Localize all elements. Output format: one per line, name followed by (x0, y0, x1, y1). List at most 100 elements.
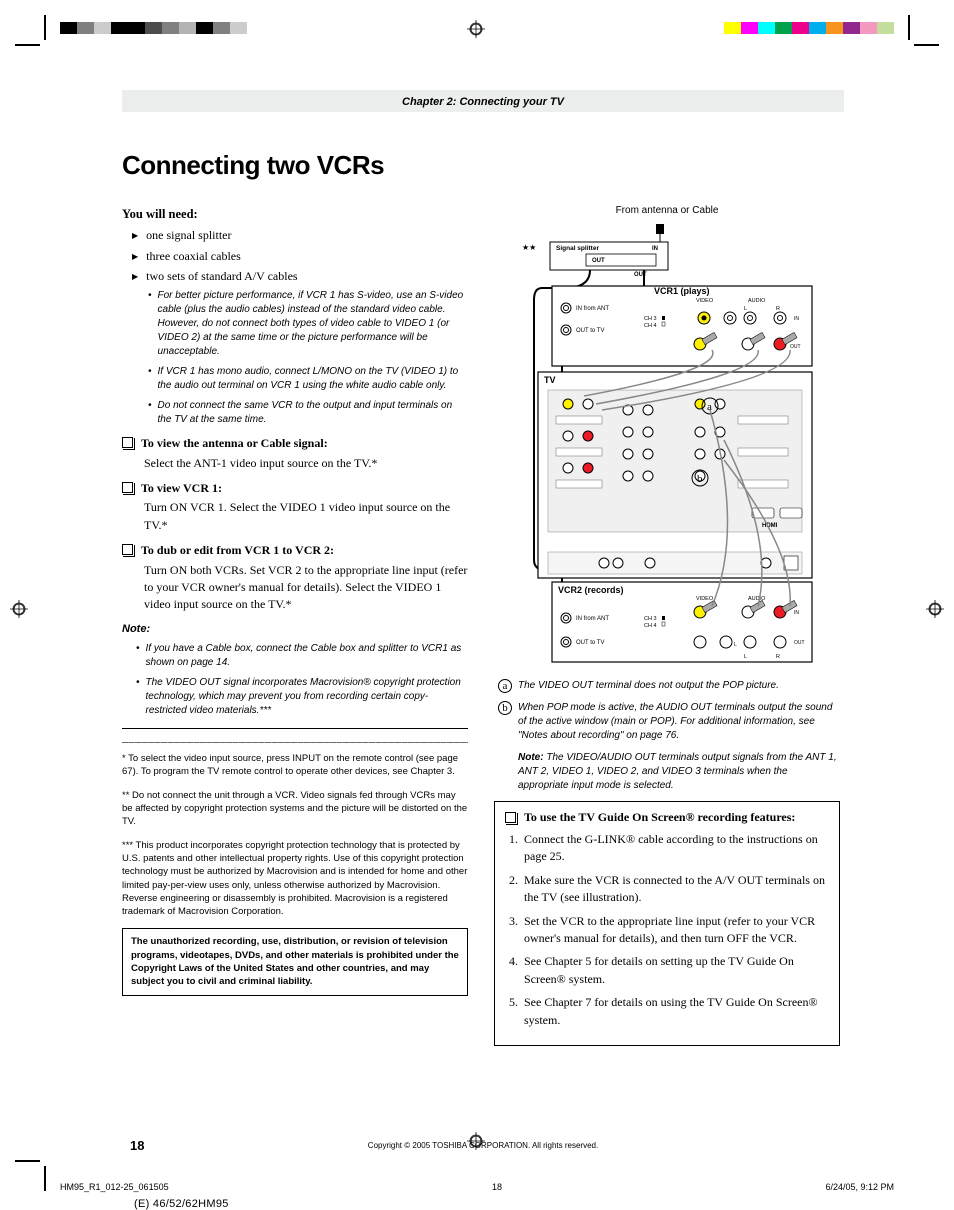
footnote: *** This product incorporates copyright … (122, 839, 468, 919)
printer-swatch (809, 22, 826, 34)
svg-text:OUT: OUT (794, 640, 805, 646)
printer-swatch (213, 22, 230, 34)
tvguide-title: To use the TV Guide On Screen® recording… (524, 810, 795, 825)
connection-diagram: Signal splitter IN OUT OUT ★★ VCR1 (play… (494, 220, 824, 665)
legend-text: The VIDEO OUT terminal does not output t… (518, 679, 779, 693)
svg-text:R: R (776, 306, 780, 312)
list-item: ▶two sets of standard A/V cables (132, 268, 468, 285)
printer-marks (0, 22, 954, 36)
svg-text:OUT: OUT (790, 344, 801, 350)
svg-text:b: b (697, 473, 703, 485)
svg-text:CH 4: CH 4 (644, 623, 657, 629)
tvguide-box: To use the TV Guide On Screen® recording… (494, 801, 840, 1046)
list-item: ▶ three coaxial cables (132, 248, 468, 265)
printer-swatch (128, 22, 145, 34)
crop-mark (44, 1166, 46, 1191)
list-text: Make sure the VCR is connected to the A/… (524, 872, 829, 907)
printer-swatch (111, 22, 128, 34)
svg-text:★★: ★★ (522, 243, 536, 252)
svg-text:VCR2 (records): VCR2 (records) (558, 585, 624, 595)
copyright-text: Copyright © 2005 TOSHIBA CORPORATION. Al… (368, 1141, 598, 1150)
printer-swatch (724, 22, 741, 34)
svg-text:OUT: OUT (592, 258, 605, 264)
list-text: Do not connect the same VCR to the outpu… (158, 399, 468, 427)
dot-icon: • (148, 365, 152, 393)
list-text: Set the VCR to the appropriate line inpu… (524, 913, 829, 948)
svg-text:AUDIO: AUDIO (748, 298, 766, 304)
footnote: * To select the video input source, pres… (122, 752, 468, 779)
printer-swatch (179, 22, 196, 34)
list-item: •Do not connect the same VCR to the outp… (148, 399, 468, 427)
checkbox-icon (122, 437, 133, 448)
chapter-bar: Chapter 2: Connecting your TV (122, 90, 844, 112)
list-item: 2.Make sure the VCR is connected to the … (509, 872, 829, 907)
svg-text:VIDEO: VIDEO (696, 298, 714, 304)
check-title: To view VCR 1: (141, 480, 222, 497)
svg-text:L: L (744, 654, 747, 660)
check-body: Turn ON both VCRs. Set VCR 2 to the appr… (144, 562, 468, 614)
crop-mark (914, 44, 939, 46)
legend-b: b When POP mode is active, the AUDIO OUT… (498, 701, 840, 743)
diagram-caption: From antenna or Cable (494, 205, 840, 216)
dot-icon: • (136, 642, 140, 670)
check-body: Turn ON VCR 1. Select the VIDEO 1 video … (144, 499, 468, 534)
page-title: Connecting two VCRs (122, 150, 844, 181)
printer-swatch (758, 22, 775, 34)
legend-a: a The VIDEO OUT terminal does not output… (498, 679, 840, 693)
printer-swatch (826, 22, 843, 34)
triangle-icon: ▶ (132, 271, 138, 283)
list-item: 4.See Chapter 5 for details on setting u… (509, 953, 829, 988)
svg-text:TV: TV (544, 375, 556, 385)
list-text: See Chapter 5 for details on setting up … (524, 953, 829, 988)
model-code: (E) 46/52/62HM95 (134, 1198, 229, 1210)
printer-swatch (77, 22, 94, 34)
dot-icon: • (136, 676, 140, 718)
svg-text:IN from ANT: IN from ANT (576, 616, 609, 622)
list-item: •If VCR 1 has mono audio, connect L/MONO… (148, 365, 468, 393)
printer-swatches-right (724, 22, 894, 34)
triangle-icon: ▶ (132, 251, 138, 263)
need-heading: You will need: (122, 205, 468, 223)
page-number: 18 (130, 1138, 144, 1153)
list-number: 3. (509, 913, 518, 948)
svg-text:CH 4: CH 4 (644, 323, 657, 329)
crop-mark (15, 44, 40, 46)
crop-mark (44, 15, 46, 40)
check-title: To view the antenna or Cable signal: (141, 435, 328, 452)
svg-text:IN: IN (794, 610, 799, 616)
svg-text:L: L (744, 306, 747, 312)
svg-text:VCR1 (plays): VCR1 (plays) (654, 286, 710, 296)
marker-a-icon: a (498, 679, 512, 693)
list-number: 4. (509, 953, 518, 988)
svg-text:L: L (734, 642, 737, 648)
svg-text:a: a (707, 401, 712, 413)
note-list: •If you have a Cable box, connect the Ca… (136, 642, 468, 718)
crop-mark (908, 15, 910, 40)
list-item: ▶one signal splitter (132, 227, 468, 244)
list-number: 2. (509, 872, 518, 907)
crop-mark (15, 1160, 40, 1162)
footnote: ** Do not connect the unit through a VCR… (122, 789, 468, 829)
list-number: 5. (509, 994, 518, 1029)
list-text: See Chapter 7 for details on using the T… (524, 994, 829, 1029)
left-column: You will need: ▶one signal splitter▶thre… (122, 205, 468, 1046)
list-text: Connect the G-LINK® cable according to t… (524, 831, 829, 866)
legend-text: When POP mode is active, the AUDIO OUT t… (518, 701, 840, 743)
marker-b-icon: b (498, 701, 512, 715)
checkbox-icon (505, 812, 516, 823)
list-text: three coaxial cables (146, 248, 241, 265)
list-text: If you have a Cable box, connect the Cab… (146, 642, 468, 670)
list-number: 1. (509, 831, 518, 866)
check-body: Select the ANT-1 video input source on t… (144, 455, 468, 472)
svg-text:R: R (776, 654, 780, 660)
printer-swatch (792, 22, 809, 34)
printer-swatch (145, 22, 162, 34)
registration-mark-icon (926, 600, 944, 618)
list-item: •For better picture performance, if VCR … (148, 289, 468, 359)
printer-swatch (775, 22, 792, 34)
dot-icon: • (148, 399, 152, 427)
printer-swatch (94, 22, 111, 34)
registration-mark-icon (10, 600, 28, 618)
list-text: one signal splitter (146, 227, 231, 244)
list-item: 1.Connect the G-LINK® cable according to… (509, 831, 829, 866)
